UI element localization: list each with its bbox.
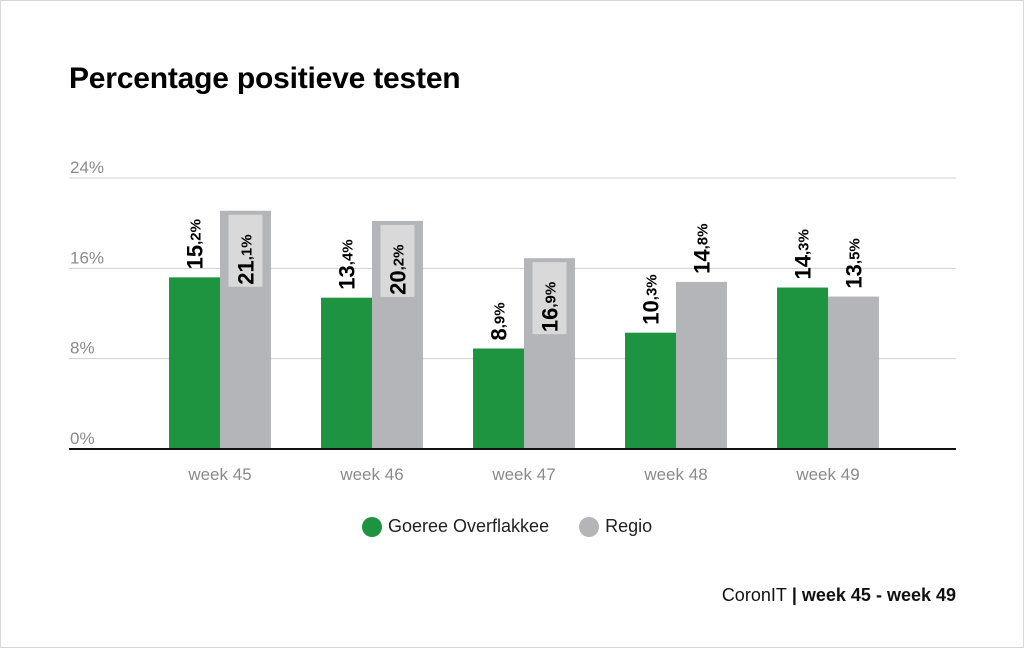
x-tick-label: week 45: [187, 465, 251, 484]
bar: [321, 297, 372, 449]
chart-legend: Goeree Overflakkee Regio: [362, 516, 682, 537]
x-tick-label: week 49: [795, 465, 859, 484]
legend-swatch-goeree: [362, 516, 382, 537]
source-prefix: CoronIT: [721, 585, 787, 605]
legend-label-regio: Regio: [605, 516, 653, 536]
data-label: 20,2%: [386, 245, 411, 295]
source-range: week 45 - week 49: [801, 585, 956, 605]
data-label: 16,9%: [538, 282, 563, 332]
y-tick-label: 8%: [70, 339, 95, 358]
data-label: 13,4%: [335, 239, 360, 289]
data-label: 13,5%: [842, 238, 867, 288]
data-label: 8,9%: [487, 302, 512, 340]
x-tick-label: week 48: [643, 465, 707, 484]
chart-title: Percentage positieve testen: [69, 62, 461, 95]
data-label: 14,8%: [690, 224, 715, 274]
source-separator: |: [786, 585, 802, 605]
bar: [828, 296, 879, 449]
value-label-box: [532, 262, 567, 335]
bar: [625, 332, 676, 449]
legend-item-regio: Regio: [579, 516, 652, 537]
value-label-box: [228, 214, 263, 287]
value-label-box: [380, 224, 415, 297]
data-label: 21,1%: [234, 234, 259, 284]
source-credit: CoronIT | week 45 - week 49: [722, 585, 956, 606]
data-label: 10,3%: [639, 274, 664, 324]
bar: [777, 287, 828, 449]
data-label: 15,2%: [183, 219, 208, 269]
x-tick-label: week 46: [339, 465, 403, 484]
y-tick-label: 16%: [70, 248, 104, 267]
y-tick-label: 0%: [70, 429, 95, 448]
legend-swatch-regio: [579, 516, 600, 537]
bar: [473, 348, 524, 449]
data-label: 14,3%: [791, 229, 816, 279]
y-tick-label: 24%: [70, 158, 104, 177]
bar: [169, 277, 220, 449]
bar: [676, 281, 727, 449]
x-tick-label: week 47: [491, 465, 555, 484]
legend-label-goeree: Goeree Overflakkee: [388, 516, 550, 536]
legend-item-goeree: Goeree Overflakkee: [362, 516, 549, 537]
